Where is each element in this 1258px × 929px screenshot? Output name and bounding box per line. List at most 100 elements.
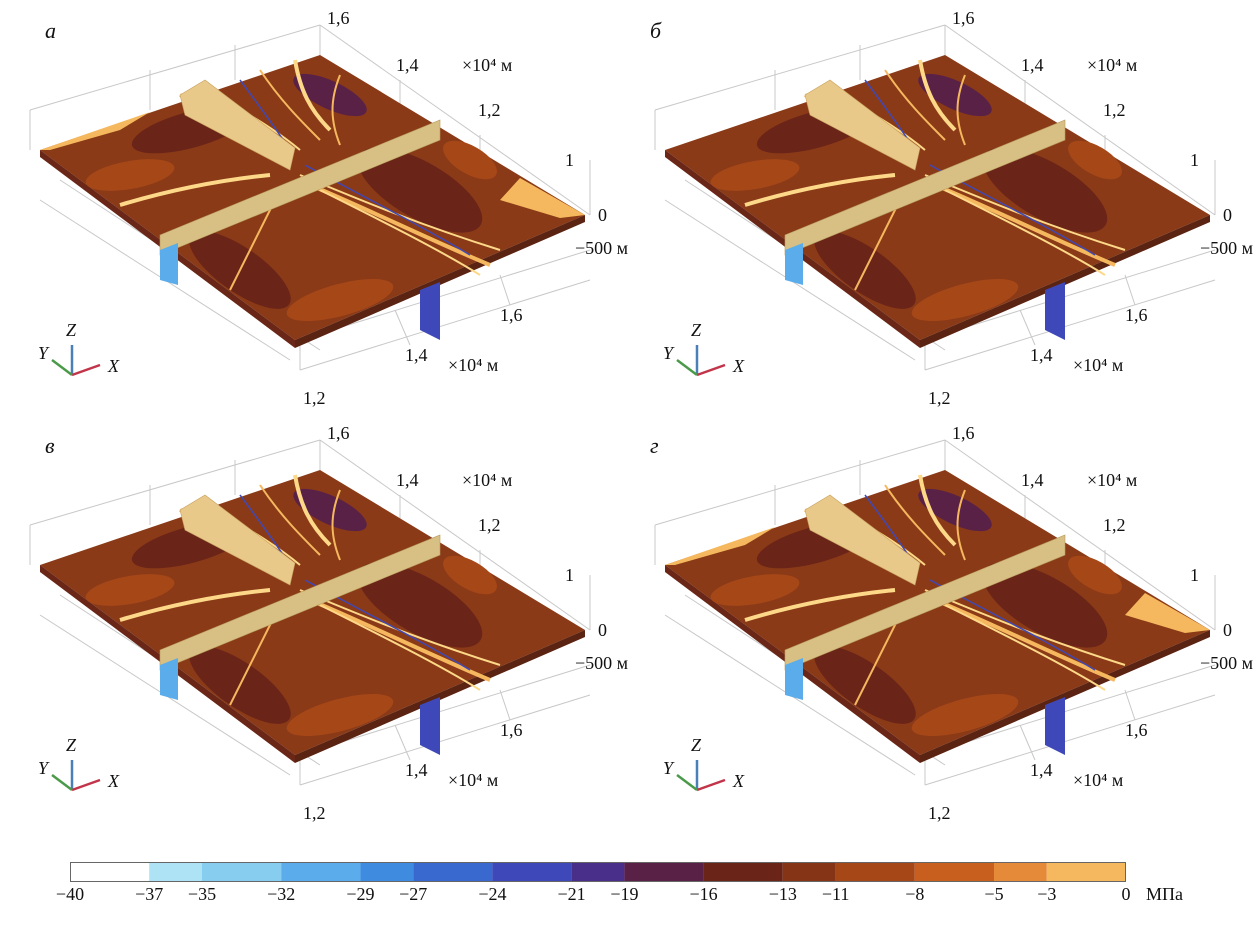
stress-surface-plot (654, 439, 1216, 792)
axis-unit-label: ×10⁴ м (1087, 55, 1138, 75)
grid-line (29, 24, 321, 111)
axis-tick-label: 1,2 (928, 388, 951, 408)
contour-zone (665, 527, 775, 565)
z-axis-label: Z (691, 320, 702, 340)
stress-surface-plot (29, 439, 591, 792)
axis-tick-label: 1 (1190, 150, 1199, 170)
axis-triad (676, 760, 726, 792)
cross-section-plane (159, 119, 441, 256)
colorbar-tick-label: −5 (984, 884, 1004, 904)
surface-side (920, 215, 1210, 348)
axis-tick-label: 1,6 (327, 8, 350, 28)
surface-side (295, 215, 585, 348)
axis-tick-label: 1,2 (478, 515, 501, 535)
fault-trace (744, 173, 896, 207)
axis-tick-label: 1,4 (1021, 55, 1044, 75)
contour-zone (286, 278, 394, 322)
axis-unit-label: ×10⁴ м (1087, 470, 1138, 490)
panel-label: в (45, 433, 55, 458)
contour-zone (357, 562, 483, 648)
colorbar-segment (202, 862, 282, 882)
surface-side (295, 630, 585, 763)
contour-zone (918, 73, 992, 117)
axis-tick-label: 1,6 (327, 423, 350, 443)
stress-surface-plot (654, 24, 1216, 377)
contour-zone (443, 555, 497, 595)
colorbar-segment (703, 862, 783, 882)
cross-section-deep (1045, 282, 1065, 340)
cross-section-deep (420, 282, 440, 340)
z-axis-label: Z (66, 320, 77, 340)
grid-line (1124, 274, 1136, 306)
axis-tick-label: 1,2 (928, 803, 951, 823)
cross-section-plane (784, 119, 1066, 256)
colorbar-segment (70, 862, 150, 882)
colorbar-segment (914, 862, 994, 882)
colorbar-segment (835, 862, 915, 882)
axis-tick-label: 1,2 (478, 100, 501, 120)
colorbar-segment (782, 862, 836, 882)
axis-unit-label: ×10⁴ м (462, 55, 513, 75)
axis-tick-label: 1,2 (1103, 100, 1126, 120)
x-axis-label: X (108, 356, 119, 376)
colorbar-segment (492, 862, 572, 882)
fault-trace (259, 484, 321, 556)
colorbar-tick-label: −8 (905, 884, 925, 904)
depth-label: −500 м (575, 653, 629, 673)
colorbar-tick-label: −3 (1037, 884, 1057, 904)
grid-line (944, 24, 1216, 216)
stress-surface-plot (29, 24, 591, 377)
axis-tick-label: 1,6 (500, 720, 523, 740)
grid-line (924, 664, 1216, 756)
cross-section-plane (179, 79, 296, 171)
contour-zone (293, 488, 367, 532)
grid-line (654, 439, 946, 526)
axis-tick-label: 1,4 (396, 55, 419, 75)
fault-trace (934, 598, 1116, 682)
contour-zone (1068, 140, 1122, 180)
contour-zone (1125, 593, 1210, 633)
fault-trace (319, 604, 481, 691)
contour-zone (982, 562, 1108, 648)
fault-trace (309, 183, 491, 267)
contour-zone (1068, 555, 1122, 595)
grid-line (924, 249, 1216, 341)
surface-side (920, 630, 1210, 763)
colorbar-tick-label: −32 (267, 884, 296, 904)
axis-tick-label: 1,2 (1103, 515, 1126, 535)
depth-label: −500 м (575, 238, 629, 258)
axis-unit-label: ×10⁴ м (448, 355, 499, 375)
cross-section-deep (785, 243, 803, 285)
grid-line (29, 439, 321, 526)
fault-trace (956, 74, 966, 146)
grid-line (924, 279, 1216, 371)
fault-trace (309, 598, 491, 682)
fault-trace (119, 588, 271, 622)
axis-unit-label: ×10⁴ м (462, 470, 513, 490)
colorbar-tick-label: −19 (610, 884, 639, 904)
contour-zone (85, 159, 175, 191)
axis-tick-label: 1 (1190, 565, 1199, 585)
colorbar-tick-label: −16 (689, 884, 718, 904)
grid-line (654, 24, 946, 111)
contour-zone (286, 693, 394, 737)
axis-tick-label: 0 (1223, 205, 1232, 225)
contour-zone (500, 178, 585, 218)
figure-panel: а 1,6 1,4 1,2 1 0 ×10⁴ м −500 м 1,6 1,4 1,2 ×10⁴ м Z… (0, 0, 629, 415)
fault-trace (259, 69, 321, 141)
grid-line (299, 694, 591, 786)
axis-tick-label: 0 (598, 205, 607, 225)
contour-zone (911, 278, 1019, 322)
axis-tick-label: 1,6 (1125, 305, 1148, 325)
contour-zone (982, 147, 1108, 233)
fault-trace (918, 474, 957, 547)
fault-trace (956, 489, 966, 561)
cross-section-deep (785, 658, 803, 700)
axis-tick-label: 1,4 (1021, 470, 1044, 490)
depth-label: −500 м (1200, 238, 1254, 258)
axis-tick-label: 1,2 (303, 803, 326, 823)
grid-line (394, 309, 411, 346)
panel-label: а (45, 18, 56, 43)
colorbar-tick-label: −35 (187, 884, 217, 904)
axis-tick-label: 1,4 (405, 345, 428, 365)
